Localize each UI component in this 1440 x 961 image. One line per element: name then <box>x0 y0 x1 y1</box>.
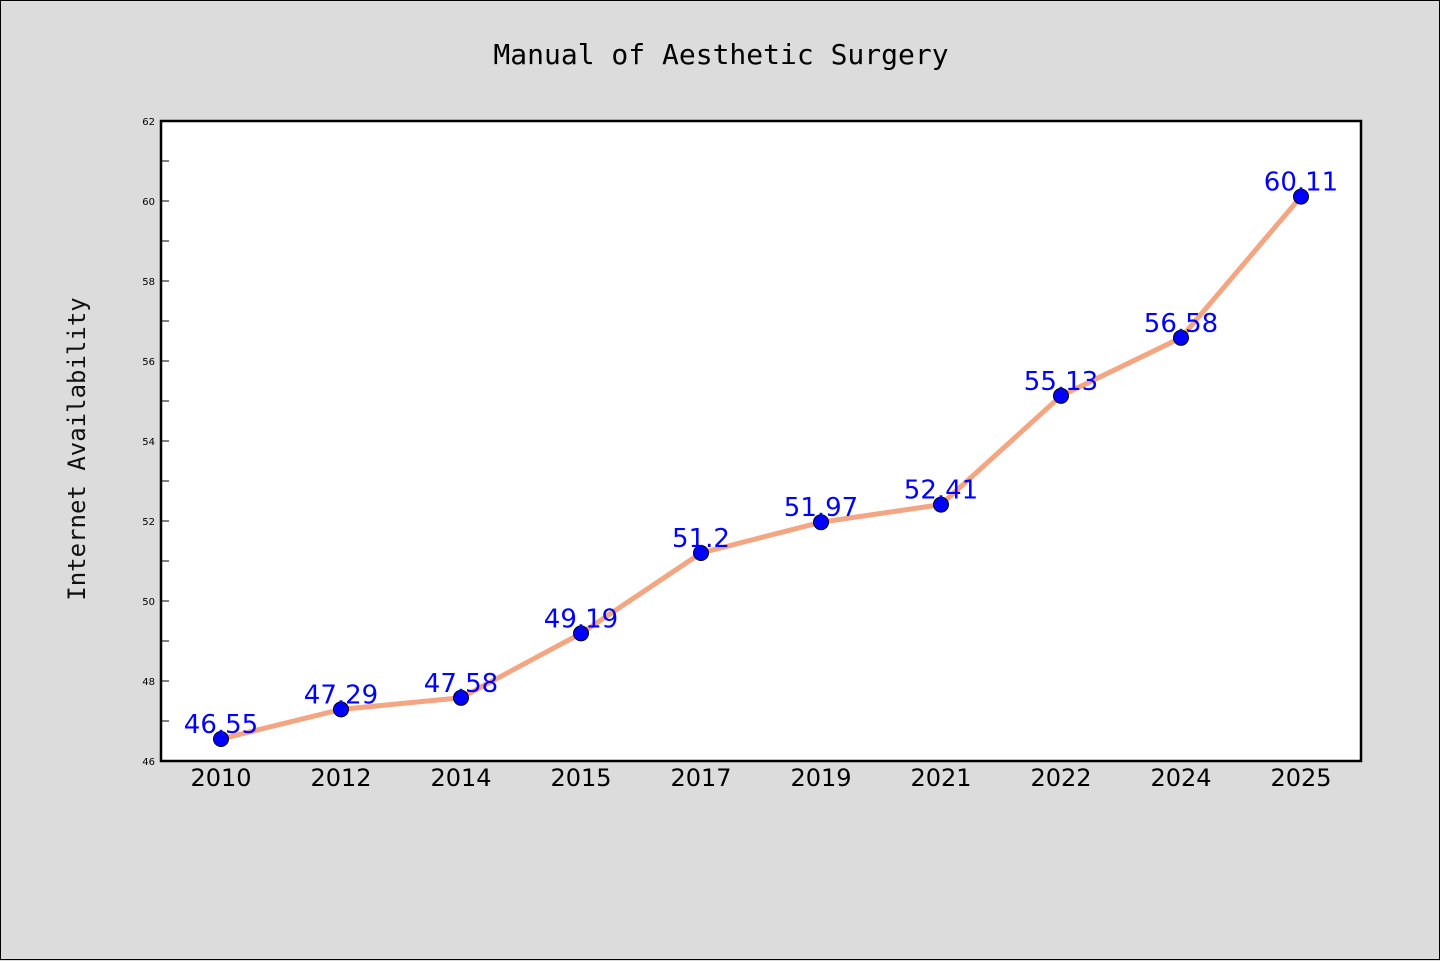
x-tick-label: 2019 <box>790 764 851 792</box>
data-label: 60.11 <box>1264 168 1338 198</box>
data-point <box>453 689 469 706</box>
data-label: 52.41 <box>904 476 978 506</box>
y-tick-label: 52 <box>142 517 155 528</box>
x-tick-label: 2025 <box>1270 764 1331 792</box>
y-tick-label: 48 <box>142 677 155 688</box>
x-tick-label: 2010 <box>190 764 251 792</box>
data-point <box>1293 188 1309 205</box>
data-point <box>333 701 349 718</box>
data-point <box>573 625 589 642</box>
y-tick-label: 50 <box>142 597 155 608</box>
y-tick-label: 56 <box>142 357 155 368</box>
data-label: 49.19 <box>544 604 618 634</box>
y-axis-label: Internet Availability <box>63 297 91 600</box>
x-tick-label: 2015 <box>550 764 611 792</box>
x-axis: 2010 2012 2014 2015 2017 2019 2021 2022 2024 2025 <box>190 764 1331 792</box>
data-point <box>1053 387 1069 404</box>
data-label: 46.55 <box>184 710 258 740</box>
data-point <box>693 545 709 561</box>
data-label: 47.58 <box>424 669 498 699</box>
y-tick-label: 54 <box>142 437 155 448</box>
plot-area <box>161 121 1361 761</box>
data-point <box>813 514 829 531</box>
y-tick-label: 46 <box>142 757 155 768</box>
data-label: 51.2 <box>672 524 730 554</box>
data-point <box>213 731 229 747</box>
x-tick-label: 2021 <box>910 764 971 792</box>
x-tick-label: 2017 <box>670 764 731 792</box>
y-axis: 46 48 50 52 54 56 58 60 62 <box>142 117 169 768</box>
chart-title: Manual of Aesthetic Surgery <box>493 38 948 71</box>
series-line <box>218 194 1304 742</box>
y-tick-label: 62 <box>142 117 155 128</box>
series-layer: 46.55 47.29 47.58 49.19 51.2 51.97 52.41 55.13 5… <box>184 168 1338 747</box>
data-label: 47.29 <box>304 680 378 710</box>
x-tick-label: 2024 <box>1150 764 1211 792</box>
x-tick-label: 2022 <box>1030 764 1091 792</box>
data-label: 51.97 <box>784 493 858 523</box>
data-label: 55.13 <box>1024 367 1098 397</box>
x-tick-label: 2014 <box>430 764 491 792</box>
x-tick-label: 2012 <box>310 764 371 792</box>
data-point <box>933 496 949 513</box>
data-label: 56.58 <box>1144 309 1218 339</box>
y-tick-label: 60 <box>142 197 155 208</box>
plot-frame <box>159 119 1363 763</box>
data-point <box>1173 329 1189 346</box>
y-tick-label: 58 <box>142 277 155 288</box>
